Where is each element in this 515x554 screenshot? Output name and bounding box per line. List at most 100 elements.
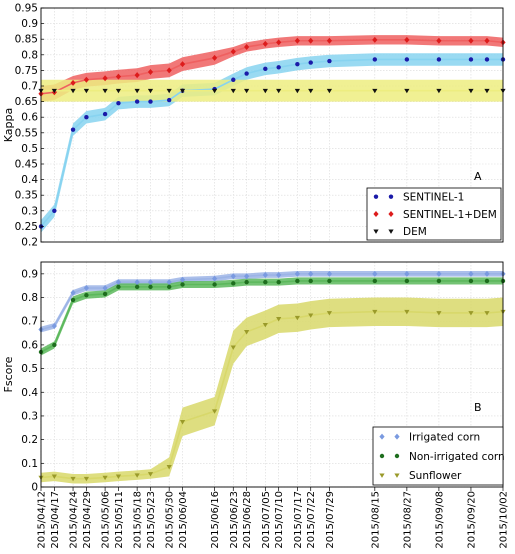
data-point <box>148 284 153 290</box>
data-point <box>295 278 300 284</box>
y-tick-label: 0.8 <box>21 292 38 304</box>
data-point <box>147 88 154 94</box>
x-tick-label: 2015/05/06 <box>101 491 112 549</box>
data-point <box>372 36 378 43</box>
y-tick-label: 0.7 <box>21 316 38 328</box>
data-point <box>51 322 57 329</box>
data-point <box>326 37 333 44</box>
data-point <box>84 115 89 120</box>
legend-label: SENTINEL-1 <box>403 191 464 203</box>
data-point <box>244 273 250 280</box>
data-point <box>404 278 410 284</box>
data-point <box>166 67 172 74</box>
panel-a-kappa: 0.2 0.25 0.3 0.35 0.4 0.45 0.5 0.55 0.6 0.65 0.7 0.… <box>2 3 506 249</box>
data-point <box>166 97 172 103</box>
y-tick-label: 0.35 <box>15 190 38 202</box>
data-point <box>294 315 300 321</box>
data-point <box>404 270 410 277</box>
data-point <box>102 75 108 82</box>
x-tick-label: 2015/06/28 <box>242 491 253 549</box>
legend-label: DEM <box>403 226 427 238</box>
legend-label: SENTINEL-1+DEM <box>403 209 497 221</box>
data-point <box>179 61 186 68</box>
y-tick-label: 0.5 <box>21 143 38 155</box>
data-point <box>115 474 122 479</box>
data-point <box>436 88 442 94</box>
data-point <box>166 465 172 470</box>
data-point <box>372 88 378 94</box>
x-tick-label: 2015/07/05 <box>261 491 272 549</box>
data-point <box>134 473 140 478</box>
x-tick-label: 2015/05/30 <box>165 491 176 549</box>
x-tick-label: 2015/05/11 <box>114 491 125 549</box>
x-tick-label: 2015/08/27 <box>402 491 413 549</box>
data-point <box>468 270 474 277</box>
series-line <box>40 273 503 331</box>
data-point <box>327 278 332 284</box>
data-point <box>244 44 250 50</box>
legend-marker <box>394 473 400 478</box>
panel-label: B <box>474 401 482 414</box>
data-point <box>326 311 333 316</box>
x-tick-label: 2015/07/22 <box>306 491 317 549</box>
data-point <box>404 309 410 315</box>
data-point <box>147 472 154 477</box>
data-point <box>244 88 250 94</box>
data-point <box>102 111 108 117</box>
legend-marker <box>379 433 385 440</box>
data-point <box>468 278 474 284</box>
y-tick-label: 0.8 <box>21 49 38 61</box>
data-point <box>484 311 490 316</box>
x-tick-label: 2015/08/15 <box>370 491 381 549</box>
data-point <box>436 278 442 284</box>
data-point <box>468 57 474 62</box>
data-point <box>276 317 282 322</box>
data-point <box>211 88 218 94</box>
data-point <box>372 309 378 315</box>
data-point <box>166 284 172 290</box>
x-tick-label: 2015/09/20 <box>466 491 477 549</box>
data-point <box>276 272 282 279</box>
data-point <box>231 281 236 286</box>
data-point <box>468 88 474 94</box>
y-tick-label: 0.4 <box>21 387 38 399</box>
y-tick-label: 0.4 <box>21 174 38 186</box>
data-point <box>404 57 410 62</box>
data-point <box>102 291 108 297</box>
y-tick-label: 0.2 <box>21 434 38 446</box>
data-point <box>83 76 89 83</box>
data-point <box>83 476 89 482</box>
y-tick-label: 0.95 <box>15 3 38 15</box>
data-point <box>294 88 300 94</box>
data-point <box>263 279 268 285</box>
x-tick-label: 2015/04/17 <box>50 491 61 549</box>
data-point <box>276 65 281 70</box>
data-point <box>102 285 108 292</box>
data-point <box>294 37 300 44</box>
legend-marker <box>388 194 394 199</box>
series-line <box>40 310 504 480</box>
data-point <box>230 345 236 350</box>
data-point <box>436 311 442 316</box>
x-tick-label: 2015/10/02 <box>499 491 510 549</box>
data-point <box>230 273 236 280</box>
data-point <box>262 88 268 94</box>
x-tick-label: 2015/04/24 <box>69 491 80 549</box>
data-point <box>308 313 314 318</box>
data-point <box>244 71 249 76</box>
series-line <box>40 280 503 353</box>
data-point <box>468 311 474 316</box>
y-tick-label: 0.55 <box>15 127 38 139</box>
data-point <box>134 88 140 94</box>
x-tick-label: 2015/06/16 <box>210 491 221 549</box>
data-point <box>484 270 490 277</box>
legend-marker <box>388 211 394 217</box>
data-point <box>70 297 76 303</box>
data-point <box>326 88 333 94</box>
data-point <box>484 57 490 62</box>
x-tick-label: 2015/07/29 <box>325 491 336 549</box>
data-point <box>83 285 89 292</box>
x-tick-label: 2015/07/17 <box>293 491 304 549</box>
